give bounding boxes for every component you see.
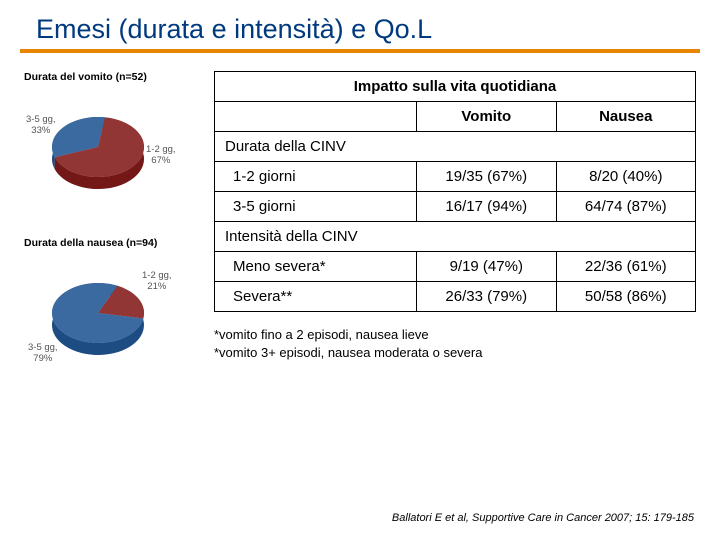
pie-vomito-chart: 3-5 gg, 33% 1-2 gg, 67% bbox=[24, 89, 184, 209]
table-row: Meno severa* 9/19 (47%) 22/36 (61%) bbox=[215, 252, 696, 282]
pie-vomito-label-0: 3-5 gg, 33% bbox=[26, 115, 56, 137]
pie-vomito-block: Durata del vomito (n=52) 3-5 gg, 33% 1-2… bbox=[24, 71, 204, 209]
table-section-durata: Durata della CINV bbox=[215, 132, 696, 162]
table-title: Impatto sulla vita quotidiana bbox=[215, 72, 696, 102]
pie-nausea-block: Durata della nausea (n=94) 1-2 gg, 21% 3… bbox=[24, 237, 204, 375]
pie-nausea-title: Durata della nausea (n=94) bbox=[24, 237, 204, 249]
impact-table: Impatto sulla vita quotidiana Vomito Nau… bbox=[214, 71, 696, 312]
citation: Ballatori E et al, Supportive Care in Ca… bbox=[392, 512, 694, 524]
table-row: 1-2 giorni 19/35 (67%) 8/20 (40%) bbox=[215, 162, 696, 192]
pie-nausea-label-0: 1-2 gg, 21% bbox=[142, 271, 172, 293]
right-column: Impatto sulla vita quotidiana Vomito Nau… bbox=[214, 71, 696, 403]
table-row: 3-5 giorni 16/17 (94%) 64/74 (87%) bbox=[215, 192, 696, 222]
table-col-vomito: Vomito bbox=[417, 102, 556, 132]
pie-vomito-label-1: 1-2 gg, 67% bbox=[146, 145, 176, 167]
table-section-intensita: Intensità della CINV bbox=[215, 222, 696, 252]
footnotes: *vomito fino a 2 episodi, nausea lieve *… bbox=[214, 326, 696, 361]
pie-vomito-title: Durata del vomito (n=52) bbox=[24, 71, 204, 83]
table-col-nausea: Nausea bbox=[556, 102, 696, 132]
left-column: Durata del vomito (n=52) 3-5 gg, 33% 1-2… bbox=[24, 71, 214, 403]
footnote-1: *vomito fino a 2 episodi, nausea lieve bbox=[214, 326, 696, 344]
table-empty-head bbox=[215, 102, 417, 132]
pie-nausea-label-1: 3-5 gg, 79% bbox=[28, 343, 58, 365]
pie-nausea-chart: 1-2 gg, 21% 3-5 gg, 79% bbox=[24, 255, 184, 375]
content-row: Durata del vomito (n=52) 3-5 gg, 33% 1-2… bbox=[0, 71, 720, 403]
footnote-2: *vomito 3+ episodi, nausea moderata o se… bbox=[214, 344, 696, 362]
title-rule bbox=[20, 49, 700, 53]
table-row: Severa** 26/33 (79%) 50/58 (86%) bbox=[215, 282, 696, 312]
page-title: Emesi (durata e intensità) e Qo.L bbox=[0, 0, 720, 49]
